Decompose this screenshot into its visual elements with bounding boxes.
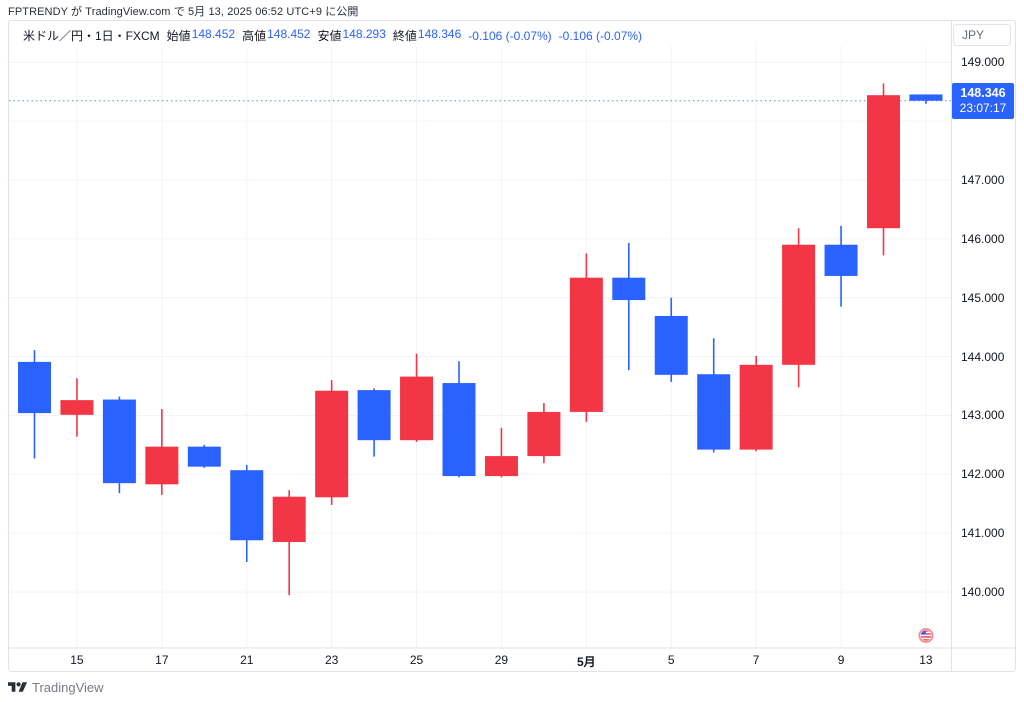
price-axis-label: 147.000 — [961, 172, 1005, 187]
price-axis[interactable]: 149.000 147.000 146.000 145.000 144.000 143.0… — [952, 21, 1015, 648]
ohlc-low: 安値 148.293 — [317, 27, 385, 44]
ohlc-open-value: 148.452 — [191, 27, 236, 41]
candle-body-4/14 — [18, 361, 51, 414]
price-axis-label: 149.000 — [961, 55, 1005, 70]
ohlc-low-value: 148.293 — [342, 27, 386, 41]
candle-body-4/28 — [442, 383, 476, 477]
candle-body-5/2 — [612, 277, 646, 301]
change-percent-value: -0.106 (-0.07%) — [558, 28, 643, 43]
price-axis-label: 146.000 — [961, 231, 1005, 246]
tradingview-brand-text: TradingView — [32, 680, 104, 695]
chart-legend: 米ドル／円・1日・FXCM 始値 148.452 高値 148.452 安値 148.… — [17, 24, 651, 47]
us-flag-icon — [920, 633, 932, 635]
time-axis-label: 23 — [324, 653, 339, 667]
last-price-value: 148.346 — [960, 85, 1006, 100]
currency-button[interactable]: JPY — [953, 24, 1011, 46]
time-axis-label: 5 — [667, 653, 675, 667]
time-axis[interactable]: 15 17 21 23 25 29 5月 5 7 9 13 — [9, 648, 952, 671]
ohlc-close-value: 148.346 — [417, 27, 462, 41]
candle-body-5/5 — [654, 315, 688, 375]
price-axis-label: 140.000 — [961, 585, 1005, 600]
candle-body-4/23 — [315, 390, 349, 498]
candle-body-4/21 — [230, 470, 264, 541]
ohlc-high: 高値 148.452 — [242, 27, 310, 44]
time-axis-label: 25 — [409, 653, 424, 667]
candle-body-4/16 — [102, 399, 136, 484]
candle-body-5/13 — [909, 94, 943, 101]
price-axis-label: 142.000 — [961, 467, 1005, 482]
candle-body-5/8 — [782, 244, 816, 365]
us-flag-icon — [920, 639, 932, 641]
candle-body-4/17 — [145, 446, 179, 485]
ohlc-high-label: 高値 — [242, 29, 267, 43]
time-axis-label: 17 — [155, 653, 169, 667]
us-flag-icon — [920, 630, 926, 635]
chart-widget: 米ドル／円・1日・FXCM 始値 148.452 高値 148.452 安値 148.… — [8, 20, 1016, 672]
candle-body-4/29 — [484, 456, 518, 477]
candle-body-4/25 — [400, 376, 434, 441]
price-axis-label: 145.000 — [961, 290, 1005, 305]
candle-body-4/18 — [187, 446, 221, 467]
tradingview-logo[interactable]: TradingView — [8, 680, 104, 695]
candle-body-4/15 — [60, 400, 94, 415]
ohlc-open: 始値 148.452 — [167, 27, 235, 44]
ohlc-low-label: 安値 — [317, 29, 342, 43]
ohlc-high-value: 148.452 — [267, 27, 311, 41]
us-flag-icon — [920, 634, 932, 637]
us-flag-icon — [920, 637, 932, 640]
time-axis-label: 7 — [752, 653, 760, 667]
candle-body-4/22 — [272, 496, 306, 543]
time-axis-label: 21 — [240, 653, 254, 667]
time-axis-label: 5月 — [577, 655, 596, 669]
tradingview-mark-icon — [8, 682, 27, 692]
candle-body-4/30 — [527, 411, 561, 457]
us-flag-icon — [920, 636, 932, 638]
symbol-title: 米ドル／円・1日・FXCM — [23, 29, 160, 43]
us-flag-icon — [920, 630, 932, 632]
publish-caption: FPTRENDY が TradingView.com で 5月 13, 2025… — [8, 6, 359, 18]
price-axis-label: 141.000 — [961, 526, 1005, 541]
candle-body-4/24 — [357, 390, 391, 441]
time-axis-label: 13 — [919, 653, 933, 667]
time-axis-label: 29 — [494, 653, 509, 667]
ohlc-open-label: 始値 — [166, 29, 191, 43]
chart-canvas[interactable] — [9, 21, 1015, 671]
candle-body-5/9 — [824, 244, 858, 276]
ohlc-close-label: 終値 — [392, 29, 417, 43]
us-flag-icon — [920, 631, 932, 634]
change-value: -0.106 (-0.07%) — [468, 28, 552, 43]
ohlc-close: 終値 148.346 — [393, 27, 461, 44]
candle-body-5/1 — [569, 277, 603, 412]
candle-body-5/12 — [867, 95, 900, 229]
price-axis-label: 143.000 — [961, 408, 1005, 423]
candle-body-5/7 — [739, 364, 773, 450]
price-axis-label: 144.000 — [961, 349, 1005, 364]
candle-body-5/6 — [697, 374, 731, 450]
time-axis-label: 9 — [837, 653, 845, 667]
bar-countdown: 23:07:17 — [959, 100, 1007, 115]
time-axis-label: 15 — [70, 653, 84, 667]
last-price-tag: 148.346 23:07:17 — [952, 82, 1014, 119]
